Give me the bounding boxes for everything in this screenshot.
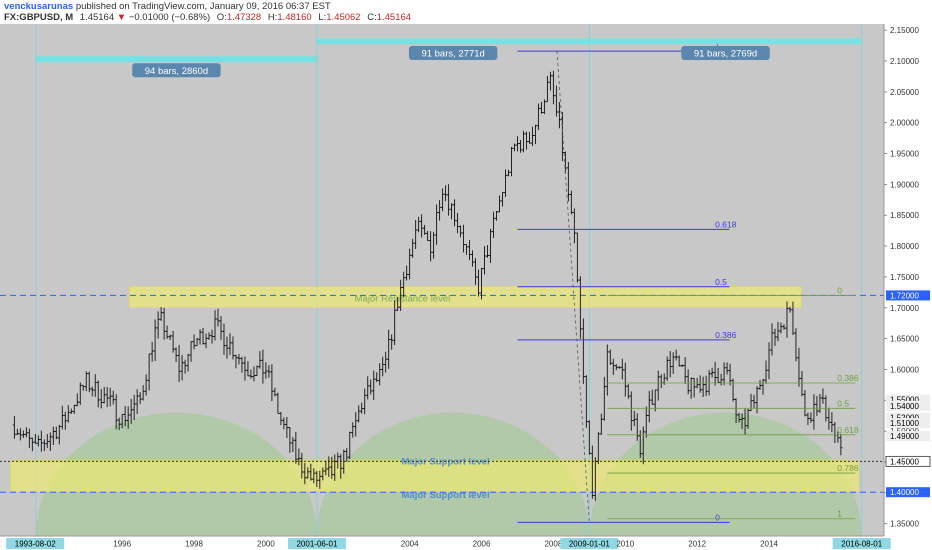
cycle-bar	[589, 38, 862, 45]
cycle-bar	[35, 56, 317, 63]
zones: Major Resistance level Major Support leve…	[10, 286, 860, 501]
y-tick-label: 1.80000	[890, 242, 919, 251]
support-label: Major Support level	[402, 457, 490, 468]
zone-band	[10, 460, 860, 492]
x-tick-label: 1996	[113, 540, 131, 549]
fib-level-label: 0.5	[715, 277, 727, 287]
y-tick-label: 1.65000	[890, 335, 919, 344]
y-tick-label: 1.90000	[890, 180, 919, 189]
cycle-label-box	[132, 63, 221, 78]
y-tick-label: 2.05000	[890, 88, 919, 97]
x-tick-label: 2006	[473, 540, 491, 549]
resistance-label: Major Resistance level	[355, 293, 451, 304]
low-value: 1.45062	[326, 12, 361, 23]
publish-info: venckusarunas published on TradingView.c…	[4, 1, 331, 12]
y-tick-label: 2.10000	[890, 57, 919, 66]
price-label-box	[886, 412, 930, 423]
cycle-markers: 94 bars, 2860d 91 bars, 2771d 91 bars, 276…	[35, 38, 862, 78]
x-tick-label: 2014	[760, 540, 778, 549]
publish-text: published on TradingView.com, January 09…	[75, 1, 331, 12]
y-tick-label: 1.70000	[890, 304, 919, 313]
fib2-level-label: 0.786	[837, 463, 859, 473]
price-axis[interactable]	[884, 24, 932, 550]
x-tick-label: 1998	[185, 540, 203, 549]
x-tick-label: 2000	[257, 540, 275, 549]
x-tick-label: 1993-08-02	[15, 540, 56, 549]
price-label: 1.55000	[890, 396, 919, 405]
low-label: L:	[318, 12, 327, 23]
symbol-info: FX:GBPUSD, M 1.45164 ▼ −0.01000 (−0.68%)…	[4, 12, 411, 23]
cycle-label: 91 bars, 2769d	[694, 48, 757, 59]
price-label: 1.72000	[890, 291, 919, 300]
chart-header: venckusarunas published on TradingView.c…	[0, 0, 932, 24]
zone-band	[129, 286, 802, 309]
open-label: O:	[216, 12, 227, 23]
down-arrow-icon: ▼	[116, 12, 127, 23]
cycle-bar	[316, 38, 590, 45]
price-axis-labels: 2.15000 2.10000 2.05000 2.00000 1.95000 1.900…	[884, 26, 931, 529]
x-tick-box	[832, 538, 891, 549]
time-axis[interactable]	[0, 536, 884, 550]
open-value: 1.47328	[226, 12, 262, 23]
y-tick-label: 1.85000	[890, 211, 919, 220]
price-label-box	[886, 431, 930, 442]
y-tick-label: 1.60000	[890, 365, 919, 374]
x-tick-label: 2010	[616, 540, 634, 549]
price-label: 1.40000	[890, 488, 919, 497]
y-tick-label: 2.15000	[890, 26, 919, 35]
symbol-label[interactable]: FX:GBPUSD, M	[4, 12, 74, 23]
close-label: C:	[367, 12, 377, 23]
fib-trend-line	[556, 51, 590, 523]
price-label-box	[886, 290, 930, 301]
fib2-level-label: 1	[837, 509, 842, 519]
high-value: 1.48160	[277, 12, 312, 23]
cycle-label-box	[681, 45, 770, 60]
support-label: Major Support level	[402, 490, 490, 501]
fib2-level-label: 0.386	[837, 373, 859, 383]
price-label: 1.52000	[890, 414, 919, 423]
x-tick-box	[6, 538, 65, 549]
x-tick-box	[560, 538, 619, 549]
x-tick-label: 2004	[401, 540, 419, 549]
price-label-box	[886, 418, 930, 429]
y-tick-label: 2.00000	[890, 119, 919, 128]
candles	[12, 70, 843, 501]
cycle-label-box	[408, 45, 498, 60]
fib2-level-label: 0.5	[837, 398, 849, 408]
fib-level-label: 0.386	[715, 330, 737, 340]
fib-level-label: 0.618	[715, 219, 737, 229]
x-tick-label: 2008	[544, 540, 562, 549]
cycle-label: 94 bars, 2860d	[145, 66, 208, 77]
close-value: 1.45164	[376, 12, 412, 23]
price-label: 1.51000	[890, 419, 919, 428]
price-label-box	[886, 394, 930, 405]
price-label-box	[885, 455, 931, 467]
x-tick-label: 2001-06-01	[296, 540, 337, 549]
time-axis-labels: 1993-08-02 1996 1998 2000 2001-06-01 2004 2006…	[6, 538, 891, 549]
x-tick-box	[287, 538, 346, 549]
x-tick-label: 2016-08-01	[841, 540, 882, 549]
y-tick-label: 1.35000	[890, 520, 919, 529]
y-tick-label: 1.95000	[890, 150, 919, 159]
y-tick-label: 1.75000	[890, 273, 919, 282]
author-link[interactable]: venckusarunas	[4, 1, 74, 12]
last-price: 1.45164	[79, 12, 115, 23]
price-label: 1.49000	[890, 432, 919, 441]
x-tick-label: 2012	[688, 540, 706, 549]
cycle-label: 91 bars, 2771d	[421, 48, 484, 59]
fib-level-label: 0	[715, 512, 720, 522]
price-label: 1.45000	[890, 457, 919, 466]
high-label: H:	[267, 12, 278, 23]
price-label-box	[886, 400, 930, 411]
x-tick-label: 2009-01-01	[569, 540, 610, 549]
price-label: 1.54000	[890, 402, 919, 411]
fib2-level-label: 0.618	[837, 425, 859, 435]
fib2-level-label: 0	[837, 285, 842, 295]
price-change: −0.01000 (−0.68%)	[128, 12, 211, 23]
horizontal-lines	[0, 294, 884, 493]
price-chart[interactable]: Major Resistance level Major Support leve…	[0, 24, 932, 550]
fib-small: 0 0.386 0.5 0.618 0.786 1	[607, 285, 859, 520]
price-label-box	[886, 487, 930, 498]
